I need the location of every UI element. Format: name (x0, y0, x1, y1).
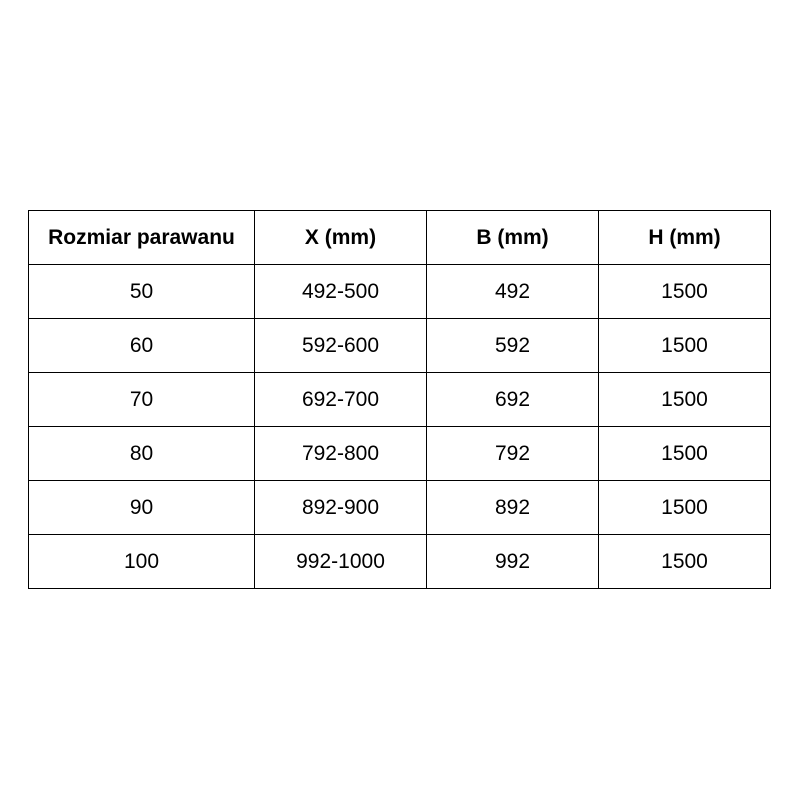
table-cell: 992-1000 (254, 534, 427, 589)
table-row: 50 492-500 492 1500 (28, 264, 771, 319)
header-cell: H (mm) (598, 210, 771, 265)
table-cell: 1500 (598, 534, 771, 589)
table-cell: 50 (28, 264, 255, 319)
table-cell: 1500 (598, 426, 771, 481)
table-cell: 492-500 (254, 264, 427, 319)
table-cell: 70 (28, 372, 255, 427)
table-cell: 492 (426, 264, 599, 319)
table-cell: 1500 (598, 318, 771, 373)
table-cell: 892 (426, 480, 599, 535)
table-cell: 692 (426, 372, 599, 427)
table-cell: 80 (28, 426, 255, 481)
table-cell: 1500 (598, 372, 771, 427)
dimensions-table: Rozmiar parawanu X (mm) B (mm) H (mm) 50… (28, 210, 771, 589)
header-cell: X (mm) (254, 210, 427, 265)
table-row: 90 892-900 892 1500 (28, 480, 771, 535)
table-cell: 60 (28, 318, 255, 373)
table-row: 70 692-700 692 1500 (28, 372, 771, 427)
table-row: 100 992-1000 992 1500 (28, 534, 771, 589)
header-cell: Rozmiar parawanu (28, 210, 255, 265)
table-cell: 592-600 (254, 318, 427, 373)
header-row: Rozmiar parawanu X (mm) B (mm) H (mm) (28, 210, 771, 265)
header-cell: B (mm) (426, 210, 599, 265)
table-cell: 792-800 (254, 426, 427, 481)
table-cell: 1500 (598, 480, 771, 535)
table-cell: 1500 (598, 264, 771, 319)
table-cell: 792 (426, 426, 599, 481)
table-cell: 692-700 (254, 372, 427, 427)
table-cell: 100 (28, 534, 255, 589)
table-cell: 892-900 (254, 480, 427, 535)
table-row: 80 792-800 792 1500 (28, 426, 771, 481)
table-cell: 90 (28, 480, 255, 535)
table-row: 60 592-600 592 1500 (28, 318, 771, 373)
table-cell: 592 (426, 318, 599, 373)
table-cell: 992 (426, 534, 599, 589)
